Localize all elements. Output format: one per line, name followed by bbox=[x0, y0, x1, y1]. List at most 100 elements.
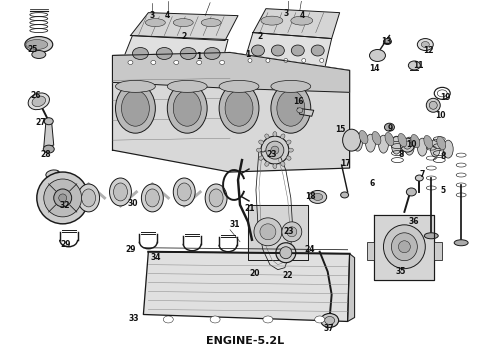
Ellipse shape bbox=[173, 90, 201, 126]
Ellipse shape bbox=[43, 145, 54, 153]
Ellipse shape bbox=[321, 314, 339, 328]
Text: 2: 2 bbox=[257, 32, 262, 41]
Ellipse shape bbox=[280, 247, 292, 259]
Ellipse shape bbox=[384, 225, 425, 269]
Text: 27: 27 bbox=[36, 118, 46, 127]
Ellipse shape bbox=[163, 316, 173, 323]
Polygon shape bbox=[44, 123, 54, 147]
Ellipse shape bbox=[26, 40, 48, 50]
Ellipse shape bbox=[196, 60, 202, 64]
Text: 1: 1 bbox=[245, 50, 250, 59]
Ellipse shape bbox=[266, 141, 284, 159]
Text: 10: 10 bbox=[406, 140, 416, 149]
Text: 3: 3 bbox=[284, 9, 289, 18]
Ellipse shape bbox=[114, 183, 127, 201]
Ellipse shape bbox=[263, 316, 273, 323]
Ellipse shape bbox=[116, 84, 155, 133]
Ellipse shape bbox=[408, 61, 420, 70]
Ellipse shape bbox=[25, 37, 53, 53]
Ellipse shape bbox=[288, 148, 294, 152]
Ellipse shape bbox=[271, 80, 311, 92]
Ellipse shape bbox=[309, 190, 327, 203]
Ellipse shape bbox=[44, 118, 53, 125]
Text: 11: 11 bbox=[413, 61, 423, 70]
Ellipse shape bbox=[325, 316, 335, 324]
Ellipse shape bbox=[343, 129, 361, 151]
Ellipse shape bbox=[132, 48, 148, 59]
Ellipse shape bbox=[59, 194, 67, 202]
Ellipse shape bbox=[116, 80, 155, 92]
Ellipse shape bbox=[32, 96, 46, 107]
Ellipse shape bbox=[261, 16, 283, 25]
Text: 15: 15 bbox=[335, 125, 345, 134]
Ellipse shape bbox=[421, 41, 429, 48]
Text: 34: 34 bbox=[151, 253, 161, 262]
Ellipse shape bbox=[392, 233, 417, 261]
Text: 12: 12 bbox=[423, 46, 433, 55]
Bar bbox=[367, 242, 374, 260]
Ellipse shape bbox=[122, 90, 149, 126]
Ellipse shape bbox=[406, 188, 416, 196]
Ellipse shape bbox=[210, 316, 220, 323]
Text: 8: 8 bbox=[398, 150, 404, 159]
Text: 25: 25 bbox=[27, 45, 38, 54]
Ellipse shape bbox=[110, 178, 131, 206]
Ellipse shape bbox=[201, 19, 221, 27]
Ellipse shape bbox=[254, 218, 282, 246]
Text: 26: 26 bbox=[31, 91, 41, 100]
Polygon shape bbox=[347, 254, 355, 321]
Text: 7: 7 bbox=[419, 170, 424, 179]
Ellipse shape bbox=[281, 162, 285, 166]
Ellipse shape bbox=[156, 48, 172, 59]
Ellipse shape bbox=[220, 60, 224, 64]
Text: 2: 2 bbox=[181, 32, 187, 41]
Polygon shape bbox=[244, 32, 332, 68]
Ellipse shape bbox=[167, 80, 207, 92]
Ellipse shape bbox=[319, 58, 324, 62]
Ellipse shape bbox=[416, 175, 423, 181]
Ellipse shape bbox=[142, 184, 163, 212]
Ellipse shape bbox=[251, 45, 265, 56]
Ellipse shape bbox=[426, 98, 440, 112]
Text: 3: 3 bbox=[149, 10, 155, 19]
Ellipse shape bbox=[180, 48, 196, 59]
Ellipse shape bbox=[398, 241, 410, 253]
Ellipse shape bbox=[366, 134, 375, 152]
Text: 5: 5 bbox=[440, 186, 445, 195]
Text: 23: 23 bbox=[267, 150, 277, 159]
Ellipse shape bbox=[151, 60, 156, 64]
Text: 33: 33 bbox=[129, 314, 140, 323]
Ellipse shape bbox=[259, 140, 264, 144]
Polygon shape bbox=[121, 36, 228, 71]
Ellipse shape bbox=[273, 132, 277, 137]
Ellipse shape bbox=[372, 131, 381, 145]
Ellipse shape bbox=[341, 192, 348, 198]
Text: 37: 37 bbox=[323, 324, 334, 333]
Polygon shape bbox=[374, 215, 434, 280]
Ellipse shape bbox=[248, 58, 252, 62]
Ellipse shape bbox=[276, 243, 296, 263]
Ellipse shape bbox=[378, 135, 389, 153]
Ellipse shape bbox=[369, 50, 386, 62]
Ellipse shape bbox=[128, 60, 133, 64]
Text: 32: 32 bbox=[59, 201, 70, 210]
Polygon shape bbox=[130, 13, 238, 41]
Ellipse shape bbox=[265, 162, 269, 166]
Text: 9: 9 bbox=[388, 123, 393, 132]
Ellipse shape bbox=[443, 140, 453, 158]
Ellipse shape bbox=[286, 156, 291, 160]
Ellipse shape bbox=[315, 316, 325, 323]
Text: 8: 8 bbox=[441, 152, 446, 161]
Ellipse shape bbox=[167, 84, 207, 133]
Ellipse shape bbox=[82, 189, 96, 207]
Ellipse shape bbox=[403, 141, 412, 149]
Ellipse shape bbox=[311, 45, 324, 56]
Text: 13: 13 bbox=[381, 37, 392, 46]
Text: ENGINE-5.2L: ENGINE-5.2L bbox=[206, 336, 284, 346]
Ellipse shape bbox=[259, 156, 264, 160]
Ellipse shape bbox=[281, 134, 285, 139]
Text: 35: 35 bbox=[396, 267, 406, 276]
Ellipse shape bbox=[219, 84, 259, 133]
Text: 18: 18 bbox=[306, 192, 316, 201]
Ellipse shape bbox=[291, 16, 313, 25]
